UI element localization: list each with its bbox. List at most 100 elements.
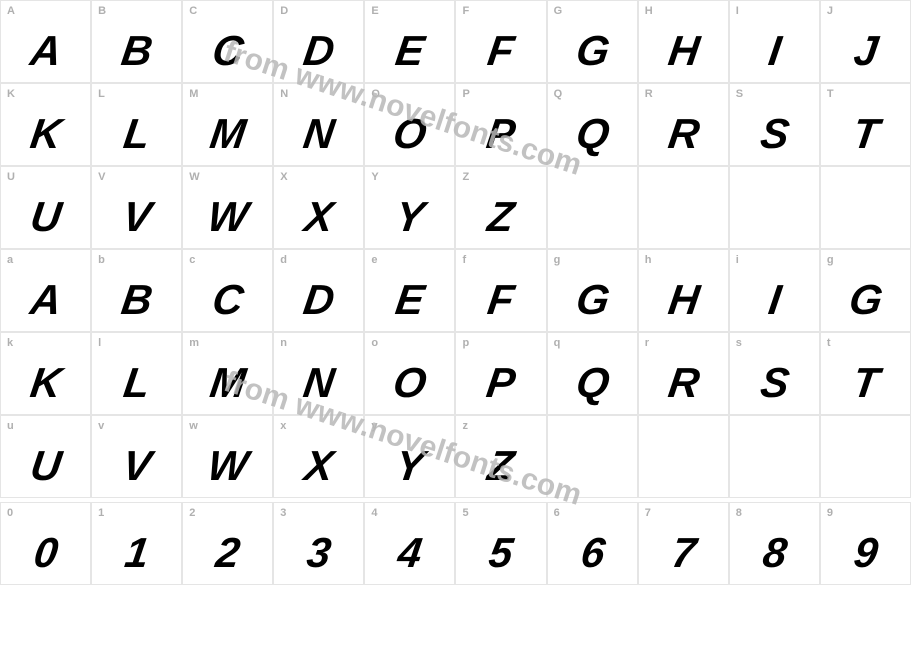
glyph-cell: fF — [455, 249, 546, 332]
glyph-cell: 77 — [638, 502, 729, 585]
cell-key-label: B — [98, 5, 106, 17]
cell-key-label: a — [7, 254, 13, 266]
cell-key-label: X — [280, 171, 287, 183]
glyph-cell: nN — [273, 332, 364, 415]
cell-glyph: C — [179, 19, 277, 82]
empty-cell — [820, 415, 911, 498]
cell-key-label: v — [98, 420, 104, 432]
cell-key-label: q — [554, 337, 561, 349]
glyph-cell: DD — [273, 0, 364, 83]
cell-glyph: I — [725, 19, 823, 82]
character-map-grid: AABBCCDDEEFFGGHHIIJJKKLLMMNNOOPPQQRRSSTT… — [0, 0, 911, 585]
cell-glyph: E — [361, 19, 459, 82]
cell-glyph: U — [0, 434, 95, 497]
empty-cell — [729, 166, 820, 249]
cell-glyph: W — [179, 185, 277, 248]
cell-key-label: Y — [371, 171, 378, 183]
cell-glyph: Q — [543, 102, 641, 165]
glyph-cell: hH — [638, 249, 729, 332]
glyph-cell: gG — [820, 249, 911, 332]
cell-glyph: N — [270, 351, 368, 414]
cell-key-label: Q — [554, 88, 563, 100]
glyph-cell: MM — [182, 83, 273, 166]
glyph-cell: 88 — [729, 502, 820, 585]
cell-glyph: 0 — [0, 521, 95, 584]
glyph-cell: OO — [364, 83, 455, 166]
cell-key-label: r — [645, 337, 649, 349]
cell-key-label: 3 — [280, 507, 286, 519]
cell-glyph: O — [361, 351, 459, 414]
glyph-cell: aA — [0, 249, 91, 332]
cell-glyph: M — [179, 351, 277, 414]
cell-glyph: B — [88, 268, 186, 331]
cell-glyph: R — [634, 351, 732, 414]
cell-key-label: 0 — [7, 507, 13, 519]
cell-glyph: 3 — [270, 521, 368, 584]
glyph-cell: wW — [182, 415, 273, 498]
cell-key-label: o — [371, 337, 378, 349]
glyph-cell: tT — [820, 332, 911, 415]
cell-glyph: L — [88, 351, 186, 414]
cell-glyph: X — [270, 434, 368, 497]
cell-key-label: E — [371, 5, 378, 17]
glyph-cell: UU — [0, 166, 91, 249]
glyph-cell: NN — [273, 83, 364, 166]
cell-key-label: N — [280, 88, 288, 100]
cell-glyph: P — [452, 102, 550, 165]
cell-key-label: h — [645, 254, 652, 266]
cell-key-label: b — [98, 254, 105, 266]
glyph-cell: qQ — [547, 332, 638, 415]
cell-key-label: W — [189, 171, 199, 183]
cell-glyph: G — [543, 19, 641, 82]
glyph-cell: uU — [0, 415, 91, 498]
empty-cell — [820, 166, 911, 249]
cell-key-label: k — [7, 337, 13, 349]
cell-glyph: W — [179, 434, 277, 497]
cell-glyph: F — [452, 268, 550, 331]
cell-glyph: S — [725, 102, 823, 165]
glyph-cell: 22 — [182, 502, 273, 585]
cell-key-label: Z — [462, 171, 469, 183]
cell-key-label: f — [462, 254, 466, 266]
cell-glyph: B — [88, 19, 186, 82]
cell-key-label: K — [7, 88, 15, 100]
cell-glyph: I — [725, 268, 823, 331]
cell-glyph: T — [816, 351, 911, 414]
cell-key-label: I — [736, 5, 739, 17]
cell-key-label: l — [98, 337, 101, 349]
cell-key-label: G — [554, 5, 563, 17]
cell-key-label: m — [189, 337, 199, 349]
glyph-cell: mM — [182, 332, 273, 415]
glyph-cell: AA — [0, 0, 91, 83]
cell-key-label: H — [645, 5, 653, 17]
glyph-cell: SS — [729, 83, 820, 166]
glyph-cell: dD — [273, 249, 364, 332]
cell-key-label: U — [7, 171, 15, 183]
glyph-cell: KK — [0, 83, 91, 166]
glyph-cell: QQ — [547, 83, 638, 166]
glyph-cell: zZ — [455, 415, 546, 498]
glyph-cell: rR — [638, 332, 729, 415]
glyph-cell: vV — [91, 415, 182, 498]
cell-key-label: e — [371, 254, 377, 266]
glyph-cell: 44 — [364, 502, 455, 585]
glyph-cell: 55 — [455, 502, 546, 585]
empty-cell — [638, 166, 729, 249]
cell-key-label: i — [736, 254, 739, 266]
cell-key-label: p — [462, 337, 469, 349]
cell-key-label: M — [189, 88, 198, 100]
cell-key-label: z — [462, 420, 468, 432]
cell-glyph: H — [634, 19, 732, 82]
empty-cell — [638, 415, 729, 498]
cell-glyph: Q — [543, 351, 641, 414]
empty-cell — [547, 415, 638, 498]
cell-glyph: D — [270, 268, 368, 331]
cell-key-label: u — [7, 420, 14, 432]
cell-key-label: d — [280, 254, 287, 266]
cell-glyph: Z — [452, 185, 550, 248]
glyph-cell: VV — [91, 166, 182, 249]
cell-glyph: U — [0, 185, 95, 248]
cell-key-label: y — [371, 420, 377, 432]
cell-glyph: Z — [452, 434, 550, 497]
glyph-cell: xX — [273, 415, 364, 498]
